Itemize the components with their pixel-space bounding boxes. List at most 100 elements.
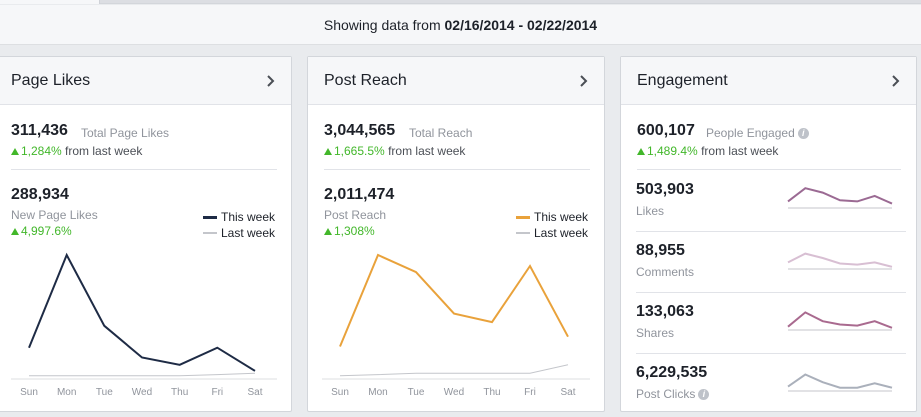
engagement-header[interactable]: Engagement — [621, 57, 916, 105]
post-reach-title: Post Reach — [324, 72, 407, 89]
total-reach-change-pct: 1,665.5% — [334, 144, 385, 158]
chevron-right-icon[interactable] — [265, 75, 277, 87]
comments-label: Comments — [636, 265, 695, 279]
divider — [636, 353, 906, 354]
shares-sparkline — [787, 311, 893, 331]
shares-value: 133,063 — [636, 303, 694, 320]
x-tick-label: Sun — [20, 387, 38, 398]
tab-edge[interactable] — [0, 0, 100, 4]
up-arrow-icon — [11, 148, 19, 155]
chevron-right-icon[interactable] — [890, 75, 902, 87]
post-clicks-sparkline — [787, 373, 893, 392]
divider — [636, 231, 906, 232]
top-tab-bar — [0, 0, 921, 4]
total-page-likes-label: Total Page Likes — [81, 126, 170, 140]
x-tick-label: Mon — [368, 387, 387, 398]
engagement-row-likes[interactable]: 503,903 Likes — [621, 171, 916, 232]
x-tick-label: Thu — [171, 387, 188, 398]
engagement-title: Engagement — [637, 72, 728, 89]
comments-sparkline — [787, 252, 893, 270]
series-line-this-week — [339, 253, 569, 347]
post-reach-card: Post Reach 3,044,565 Total Reach 1,665.5… — [307, 56, 605, 412]
total-page-likes-value: 311,436 — [11, 122, 68, 139]
total-page-likes-change-pct: 1,284% — [21, 144, 62, 158]
series-line-last-week — [29, 372, 256, 377]
people-engaged-change: 1,489.4% from last week — [637, 144, 778, 158]
engagement-row-post-clicks[interactable]: 6,229,535 Post Clicks i — [621, 354, 916, 415]
comments-value: 88,955 — [636, 242, 685, 259]
sparkline-series — [787, 311, 893, 329]
post-clicks-label-text: Post Clicks — [636, 387, 696, 401]
legend-swatch — [203, 215, 217, 219]
people-engaged-label: People Engaged i — [706, 126, 809, 140]
sparkline-series — [787, 373, 893, 389]
post-clicks-value: 6,229,535 — [636, 364, 708, 381]
page-likes-title: Page Likes — [11, 72, 91, 89]
new-page-likes-label: New Page Likes — [11, 208, 98, 222]
chevron-right-icon[interactable] — [578, 75, 590, 87]
total-reach-change: 1,665.5% from last week — [324, 144, 465, 158]
info-icon[interactable]: i — [797, 128, 809, 139]
engagement-card: Engagement 600,107 People Engaged i 1,489… — [620, 56, 917, 412]
x-tick-label: Mon — [57, 387, 76, 398]
legend-last-week: Last week — [516, 225, 588, 241]
change-suffix: from last week — [388, 144, 466, 158]
legend-label: This week — [221, 210, 276, 224]
post-reach-label: Post Reach — [324, 208, 387, 222]
x-tick-label: Fri — [211, 387, 223, 398]
total-reach-label: Total Reach — [409, 126, 473, 140]
x-tick-label: Wed — [444, 387, 464, 398]
x-tick-label: Sat — [560, 387, 575, 398]
post-reach-header[interactable]: Post Reach — [308, 57, 604, 105]
divider — [324, 169, 590, 170]
date-range-value: 02/16/2014 - 02/22/2014 — [444, 17, 598, 33]
engagement-row-shares[interactable]: 133,063 Shares — [621, 293, 916, 354]
post-reach-change: 1,308% — [324, 224, 375, 238]
up-arrow-icon — [637, 148, 645, 155]
up-arrow-icon — [324, 228, 332, 235]
legend-this-week: This week — [516, 209, 588, 225]
divider — [636, 292, 906, 293]
change-suffix: from last week — [701, 144, 779, 158]
likes-label: Likes — [636, 204, 665, 218]
legend-swatch — [203, 232, 217, 234]
page-likes-header[interactable]: Page Likes — [0, 57, 291, 105]
sparkline-series — [787, 252, 893, 268]
x-tick-label: Fri — [524, 387, 536, 398]
x-tick-label: Tue — [96, 387, 113, 398]
legend-this-week: This week — [203, 209, 275, 225]
x-tick-label: Thu — [483, 387, 500, 398]
x-tick-label: Tue — [408, 387, 425, 398]
series-line-this-week — [28, 252, 256, 372]
total-page-likes-change: 1,284% from last week — [11, 144, 142, 158]
new-page-likes-change-pct: 4,997.6% — [21, 224, 72, 238]
series-line-last-week — [339, 364, 569, 377]
info-icon[interactable]: i — [698, 389, 710, 400]
post-reach-legend: This week Last week — [516, 209, 588, 241]
post-reach-value: 2,011,474 — [324, 186, 395, 203]
engagement-row-comments[interactable]: 88,955 Comments — [621, 232, 916, 293]
legend-last-week: Last week — [203, 225, 275, 241]
likes-value: 503,903 — [636, 181, 694, 198]
total-reach-value: 3,044,565 — [324, 122, 396, 139]
people-engaged-value: 600,107 — [637, 122, 695, 139]
shares-label: Shares — [636, 326, 675, 340]
legend-swatch — [516, 232, 530, 234]
page-likes-legend: This week Last week — [203, 209, 275, 241]
x-tick-label: Wed — [132, 387, 152, 398]
page-likes-chart: Sun Mon Tue Wed Thu Fri Sat — [11, 252, 277, 398]
page-likes-card: Page Likes 311,436 Total Page Likes 1,28… — [0, 56, 292, 412]
x-tick-label: Sun — [331, 387, 349, 398]
up-arrow-icon — [11, 228, 19, 235]
legend-label: This week — [534, 210, 589, 224]
people-engaged-change-pct: 1,489.4% — [647, 144, 698, 158]
divider — [637, 169, 901, 170]
x-tick-label: Sat — [247, 387, 262, 398]
legend-label: Last week — [221, 226, 276, 240]
legend-swatch — [516, 215, 530, 219]
post-reach-chart: Sun Mon Tue Wed Thu Fri Sat — [322, 253, 590, 398]
new-page-likes-value: 288,934 — [11, 186, 69, 203]
sparkline-series — [787, 187, 893, 205]
change-suffix: from last week — [65, 144, 143, 158]
post-reach-change-pct: 1,308% — [334, 224, 375, 238]
